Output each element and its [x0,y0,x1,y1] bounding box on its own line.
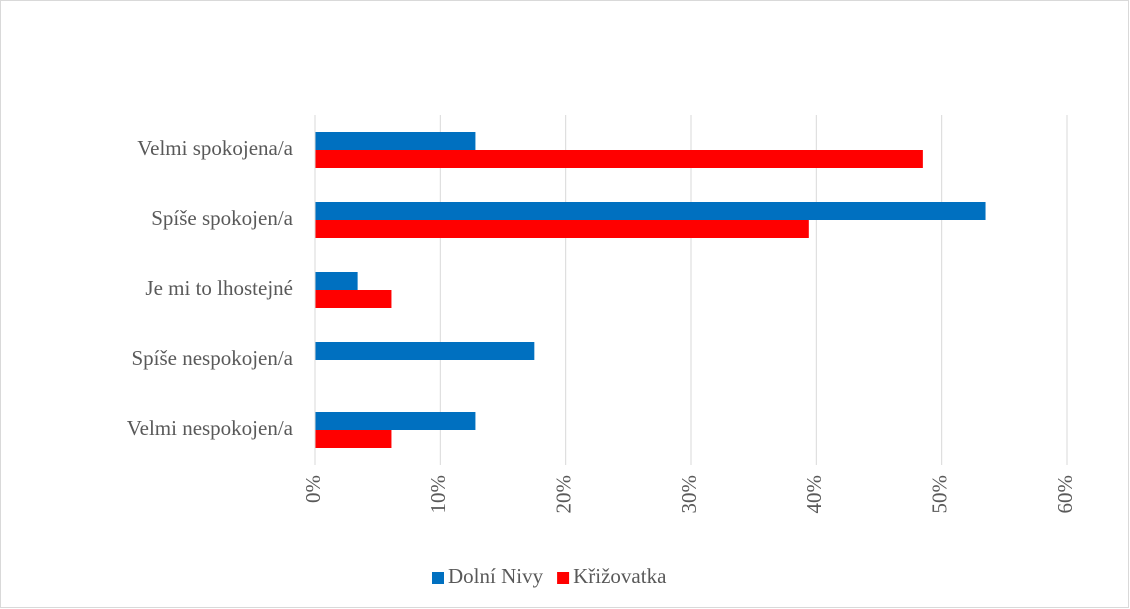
legend-swatch [557,572,570,584]
bar [315,342,535,360]
y-tick-label: Je mi to lhostejné [145,276,293,300]
bar [315,272,358,290]
bar [315,412,476,430]
x-tick-label: 50% [927,475,951,514]
bar [315,150,923,168]
bar [315,290,392,308]
legend-label: Dolní Nivy [448,564,544,588]
y-tick-label: Spíše spokojen/a [151,206,293,230]
y-tick-label: Velmi spokojena/a [137,136,293,160]
x-tick-label: 60% [1053,475,1077,514]
x-tick-label: 10% [426,475,450,514]
bar [315,220,809,238]
x-tick-label: 30% [677,475,701,514]
x-tick-label: 40% [802,475,826,514]
bar [315,132,476,150]
y-tick-label: Velmi nespokojen/a [127,416,294,440]
legend-swatch [432,572,444,584]
x-tick-label: 0% [301,475,325,503]
legend-label: Křižovatka [573,564,667,588]
bar [315,202,986,220]
bar [315,430,392,448]
x-tick-label: 20% [551,475,575,514]
y-tick-label: Spíše nespokojen/a [131,346,293,370]
